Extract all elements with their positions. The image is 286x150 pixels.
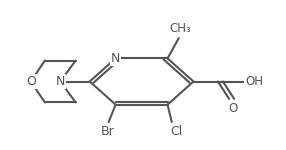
- Text: O: O: [228, 102, 237, 116]
- Text: Cl: Cl: [171, 125, 183, 138]
- Text: N: N: [55, 75, 65, 88]
- Text: N: N: [111, 52, 120, 65]
- Text: CH₃: CH₃: [169, 21, 191, 34]
- Text: OH: OH: [245, 75, 263, 88]
- Text: O: O: [26, 75, 36, 88]
- Text: Br: Br: [100, 125, 114, 138]
